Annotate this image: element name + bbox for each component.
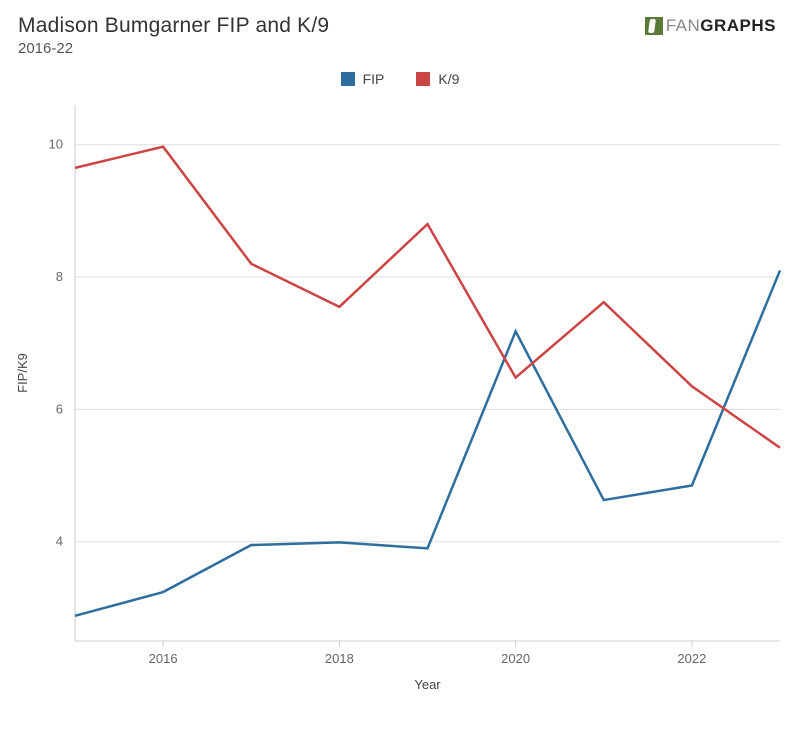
- y-axis-title: FIP/K9: [15, 353, 30, 393]
- x-tick-label: 2016: [149, 651, 178, 666]
- legend-swatch-k9: [416, 72, 430, 86]
- brand-text-fan: FAN: [666, 16, 701, 36]
- legend-item-fip: FIP: [341, 71, 385, 87]
- brand-text: FAN GRAPHS: [666, 16, 776, 36]
- y-tick-label: 8: [56, 269, 63, 284]
- series-line-fip: [75, 270, 780, 615]
- chart-legend: FIP K/9: [0, 71, 800, 87]
- y-tick-label: 4: [56, 534, 63, 549]
- chart-svg: 4 6 8 10 2016 2018 2020 2022 Year FIP/K9: [0, 93, 800, 713]
- x-tick-label: 2022: [677, 651, 706, 666]
- series-line-k9: [75, 147, 780, 448]
- brand-logo: FAN GRAPHS: [645, 16, 776, 36]
- x-tick-label: 2018: [325, 651, 354, 666]
- legend-item-k9: K/9: [416, 71, 459, 87]
- y-tick-label: 6: [56, 401, 63, 416]
- chart-subtitle: 2016-22: [18, 40, 782, 57]
- x-axis-title: Year: [414, 677, 441, 692]
- legend-label-k9: K/9: [438, 71, 459, 87]
- fangraphs-icon: [645, 17, 663, 35]
- legend-swatch-fip: [341, 72, 355, 86]
- chart-area: 4 6 8 10 2016 2018 2020 2022 Year FIP/K9: [0, 93, 800, 713]
- x-tick-label: 2020: [501, 651, 530, 666]
- y-tick-label: 10: [49, 137, 63, 152]
- brand-text-graphs: GRAPHS: [700, 16, 776, 36]
- legend-label-fip: FIP: [363, 71, 385, 87]
